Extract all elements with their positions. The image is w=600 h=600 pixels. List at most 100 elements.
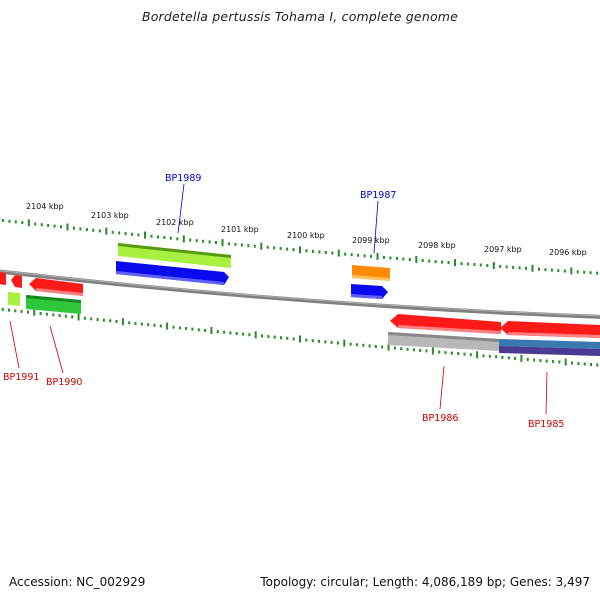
major-tick: [66, 223, 69, 231]
minor-tick: [441, 260, 444, 264]
gene-bp1989-blue[interactable]: [116, 261, 229, 285]
minor-tick: [577, 362, 580, 365]
major-tick: [492, 262, 495, 269]
gene-bp1986-red[interactable]: [390, 314, 501, 334]
minor-tick: [156, 235, 159, 239]
minor-tick: [60, 225, 62, 229]
major-tick: [454, 259, 456, 267]
minor-tick: [507, 356, 510, 360]
minor-tick: [400, 347, 403, 351]
gene-label-bp1985[interactable]: BP1985: [528, 419, 564, 430]
minor-tick: [153, 323, 156, 327]
minor-tick: [34, 222, 37, 226]
minor-tick: [189, 238, 192, 242]
scale-label-2097: 2097 kbp: [484, 245, 522, 254]
leader-bp1987: [373, 200, 379, 254]
minor-tick: [98, 229, 101, 233]
minor-tick: [47, 223, 50, 227]
minor-tick: [482, 354, 485, 358]
gene-bp1986-grey[interactable]: [388, 332, 500, 351]
minor-tick: [499, 264, 502, 268]
minor-tick: [27, 310, 29, 314]
minor-tick: [267, 335, 270, 338]
gene-bp1991-red-b[interactable]: [11, 275, 22, 288]
gene-label-bp1987[interactable]: BP1987: [360, 190, 396, 201]
minor-tick: [539, 359, 542, 362]
gene-label-bp1989[interactable]: BP1989: [165, 173, 201, 184]
minor-tick: [349, 342, 352, 346]
minor-tick: [337, 341, 339, 345]
minor-tick: [83, 316, 86, 320]
minor-tick: [118, 231, 121, 235]
gene-bp1991-lime[interactable]: [8, 292, 20, 306]
minor-tick: [58, 314, 61, 317]
minor-tick: [368, 344, 371, 348]
minor-tick: [128, 321, 131, 325]
minor-tick: [163, 236, 166, 239]
minor-tick: [90, 317, 93, 321]
minor-tick: [235, 332, 238, 335]
minor-tick: [563, 269, 566, 273]
gene-label-bp1991[interactable]: BP1991: [3, 372, 39, 383]
minor-tick: [172, 325, 175, 329]
minor-tick: [590, 363, 592, 366]
minor-tick: [195, 239, 198, 243]
minor-tick: [223, 330, 226, 334]
gene-bp1985-red[interactable]: [500, 321, 600, 338]
minor-tick: [557, 269, 560, 273]
leader-bp1991: [9, 320, 20, 369]
minor-tick: [39, 312, 42, 315]
major-tick: [210, 327, 213, 334]
minor-tick: [381, 345, 384, 349]
gene-label-bp1990[interactable]: BP1990: [46, 377, 82, 388]
gene-bp1991-red-a[interactable]: [0, 272, 6, 285]
major-tick: [33, 308, 36, 316]
minor-tick: [583, 362, 586, 366]
minor-tick: [514, 356, 517, 360]
major-tick: [299, 335, 301, 343]
major-tick: [144, 231, 146, 239]
minor-tick: [318, 339, 320, 343]
minor-tick: [402, 257, 405, 261]
minor-tick: [208, 240, 211, 244]
minor-tick: [273, 246, 276, 250]
gene-label-bp1986[interactable]: BP1986: [422, 413, 458, 424]
major-tick: [564, 358, 567, 366]
minor-tick: [240, 243, 243, 247]
scale-label-2096: 2096 kbp: [549, 248, 587, 257]
minor-tick: [538, 267, 540, 271]
major-tick: [337, 249, 340, 257]
minor-tick: [421, 259, 424, 262]
minor-tick: [131, 232, 134, 236]
minor-tick: [583, 270, 586, 274]
gene-bp1990-red[interactable]: [29, 278, 83, 296]
major-tick: [260, 242, 263, 250]
minor-tick: [479, 263, 482, 267]
gene-bp1989-lime[interactable]: [118, 243, 231, 268]
minor-tick: [102, 318, 105, 322]
minor-tick: [363, 254, 366, 258]
gene-bp1990-green[interactable]: [26, 295, 81, 314]
major-tick: [299, 246, 301, 254]
minor-tick: [550, 268, 553, 272]
lower-scale: [1, 307, 599, 367]
minor-tick: [408, 258, 411, 261]
scale-label-2100: 2100 kbp: [287, 231, 325, 240]
minor-tick: [460, 262, 463, 266]
major-tick: [254, 331, 257, 339]
gene-bp1985-steel[interactable]: [499, 339, 600, 356]
minor-tick: [204, 328, 207, 332]
leader-bp1989: [177, 183, 185, 234]
minor-tick: [273, 335, 276, 339]
minor-tick: [311, 339, 314, 343]
gene-bp1987-blue[interactable]: [351, 284, 388, 299]
minor-tick: [247, 244, 250, 248]
minor-tick: [52, 313, 55, 317]
minor-tick: [406, 347, 409, 351]
minor-tick: [292, 248, 295, 252]
gene-bp1987-orange[interactable]: [352, 265, 390, 281]
major-tick: [182, 235, 185, 243]
scale-label-2103: 2103 kbp: [91, 211, 129, 220]
minor-tick: [444, 351, 447, 355]
